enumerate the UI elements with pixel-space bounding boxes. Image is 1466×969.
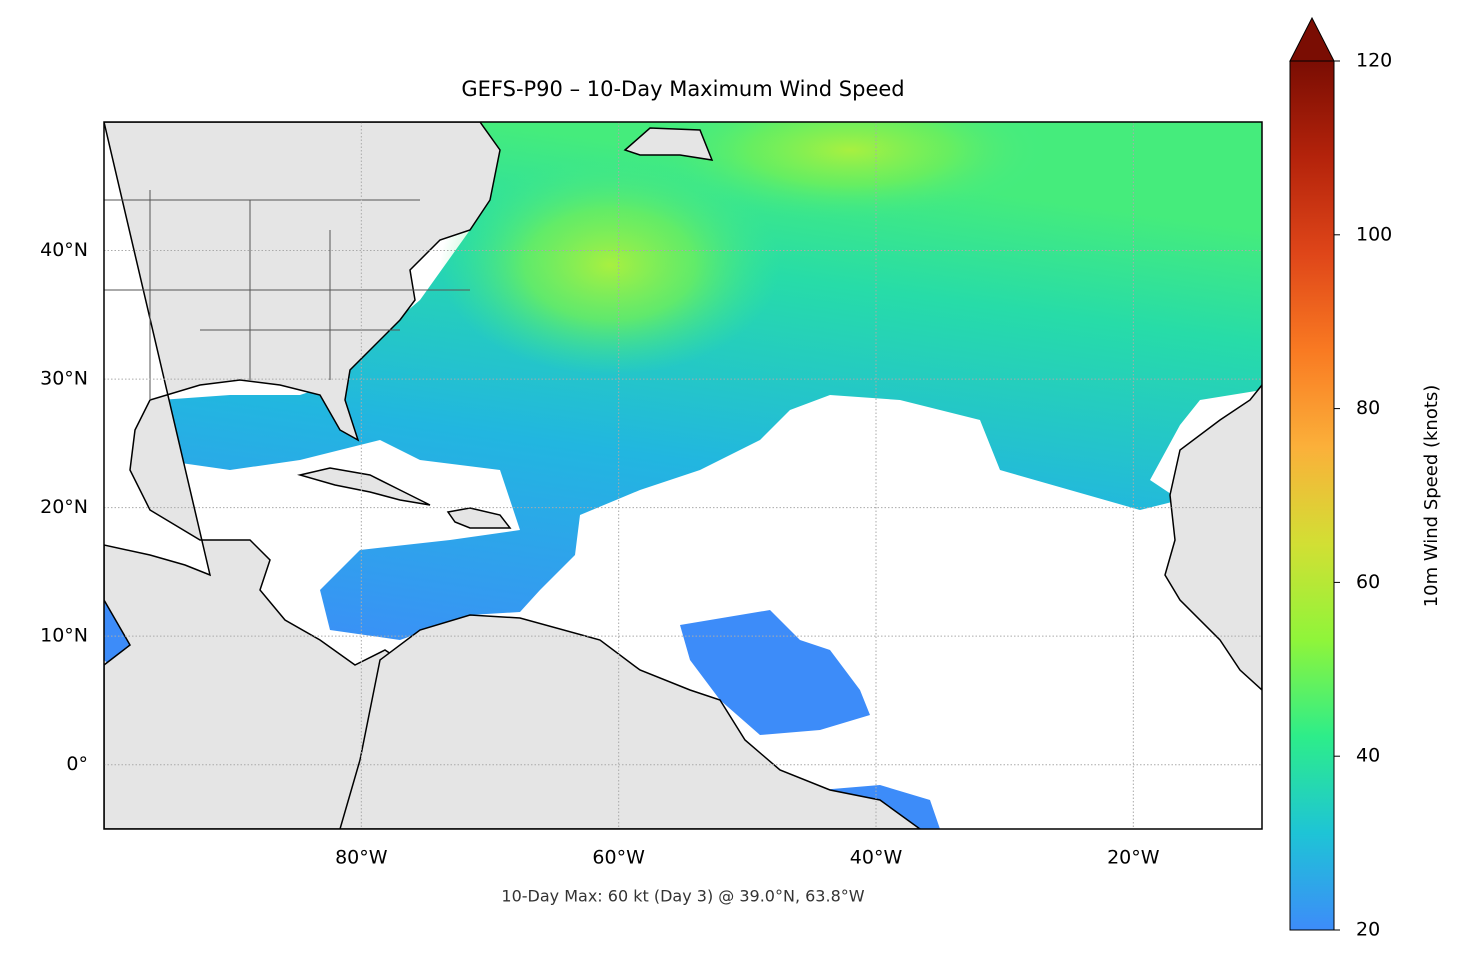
colorbar [1289,60,1335,931]
africa [1164,383,1262,692]
annotation: 10-Day Max: 60 kt (Day 3) @ 39.0°N, 63.8… [501,887,864,906]
x-tick-label: 80°W [335,847,388,869]
north-america [104,122,501,829]
canada-east [623,127,714,161]
colorbar-tick-label: 40 [1356,745,1380,767]
south-america [339,614,922,829]
colorbar-tick-label: 80 [1356,397,1380,419]
grid [104,122,1262,829]
y-tick-label: 10°N [40,625,88,647]
cuba [297,467,431,506]
colorbar-label: 10m Wind Speed (knots) [1421,385,1442,608]
y-tick-label: 0° [66,753,88,775]
y-tick-label: 20°N [40,496,88,518]
wind-field [140,122,1262,640]
map-frame [103,121,1263,830]
colorbar-tick-label: 100 [1356,223,1392,245]
x-tick-label: 40°W [850,847,903,869]
y-tick-label: 40°N [40,239,88,261]
wind-field [680,610,870,735]
chart-title: GEFS-P90 – 10-Day Maximum Wind Speed [461,77,904,101]
wind-maximum [650,122,1050,220]
hispaniola [446,507,512,529]
state-borders [104,190,470,400]
x-tick-label: 20°W [1107,847,1160,869]
colorbar-tick-label: 60 [1356,571,1380,593]
map [104,122,1262,829]
colorbar-extension [1289,16,1335,62]
x-tick-label: 60°W [592,847,645,869]
colorbar-tick-label: 20 [1356,919,1380,941]
colorbar-tick-label: 120 [1356,50,1392,72]
wind-maximum [440,155,780,375]
y-tick-label: 30°N [40,368,88,390]
